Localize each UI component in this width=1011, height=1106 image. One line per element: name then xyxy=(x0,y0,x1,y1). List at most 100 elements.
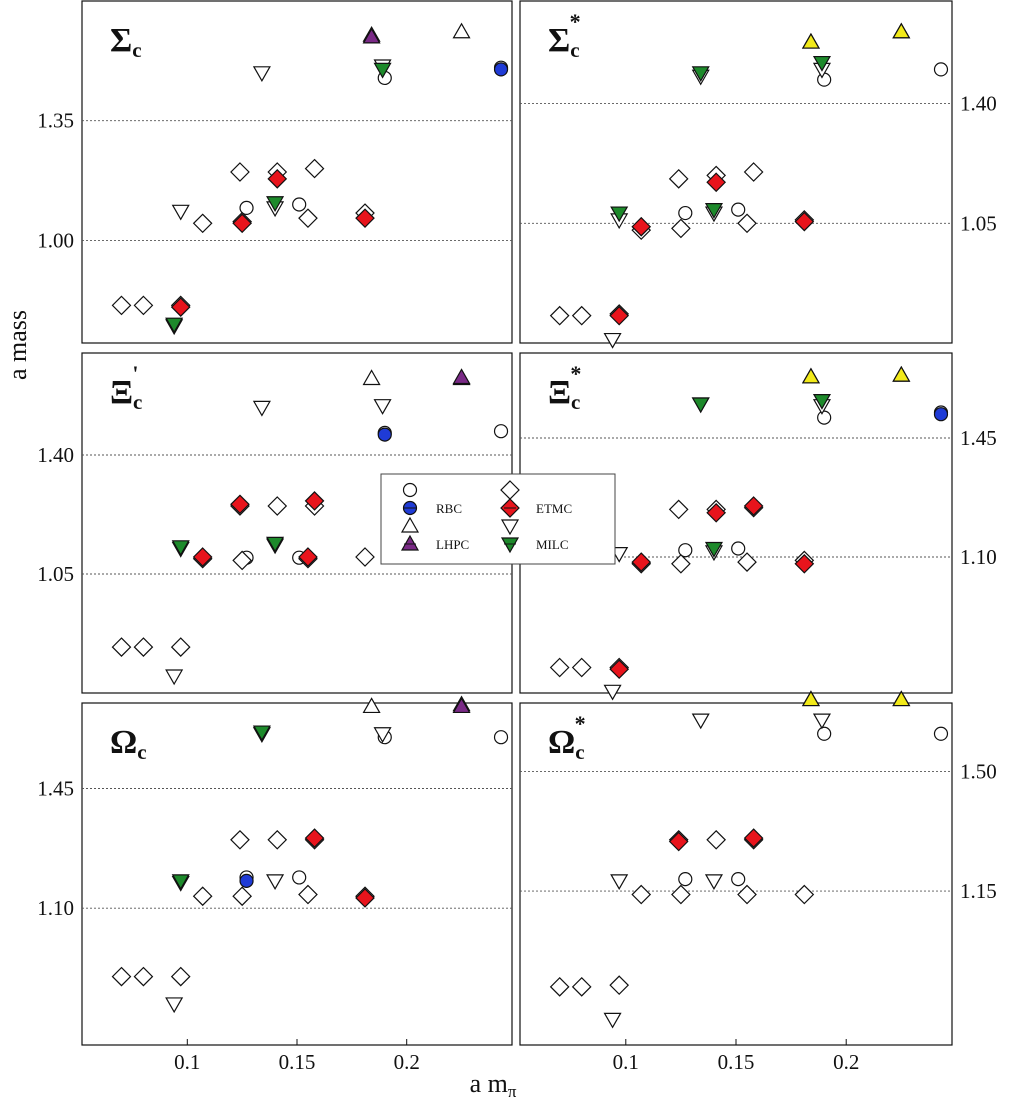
x-tick-label: 0.2 xyxy=(394,1050,420,1074)
point-milc-filled xyxy=(171,874,190,891)
point-lhpc-filled xyxy=(892,690,911,707)
x-tick-label: 0.1 xyxy=(174,1050,200,1074)
legend-label: RBC xyxy=(436,501,462,516)
point-milc xyxy=(165,669,184,686)
point-etmc-filled xyxy=(706,172,727,193)
panel-frame xyxy=(519,0,953,344)
point-rbc xyxy=(239,200,254,216)
series-LHPC xyxy=(362,695,471,714)
point-milc-filled xyxy=(812,55,831,72)
point-rbc xyxy=(933,62,949,77)
point-rbc-filled xyxy=(377,427,392,442)
legend-entry-rbc: RBC xyxy=(402,482,462,516)
point-rbc xyxy=(817,72,832,87)
point-etmc xyxy=(267,496,288,516)
legend-marker-filled xyxy=(400,534,420,551)
point-milc xyxy=(603,332,622,349)
point-etmc-filled xyxy=(631,216,652,237)
point-lhpc-filled xyxy=(801,32,820,49)
point-etmc xyxy=(549,977,570,997)
point-etmc xyxy=(571,977,592,997)
point-milc xyxy=(252,400,271,417)
point-etmc-filled xyxy=(304,828,325,848)
point-milc-filled xyxy=(691,397,710,414)
point-etmc xyxy=(304,158,325,179)
point-etmc xyxy=(232,550,253,571)
legend: RBC ETMC LHPC MILC xyxy=(380,473,616,565)
legend-label: MILC xyxy=(536,537,569,552)
panel-frame xyxy=(81,0,513,344)
x-axis-title: a mπ xyxy=(470,1069,517,1101)
y-axis-title: a mass xyxy=(3,310,32,380)
point-etmc-filled xyxy=(304,491,325,511)
legend-label: ETMC xyxy=(536,501,572,516)
svg-text:a mπ: a mπ xyxy=(470,1069,517,1101)
point-etmc-filled xyxy=(794,553,815,574)
legend-marker-open xyxy=(400,516,420,533)
series-LHPC xyxy=(801,365,911,384)
panel-title: Ωc xyxy=(110,724,147,764)
x-tick-label: 0.1 xyxy=(613,1050,639,1074)
panel-Sigma_c_star: 1.05 1.40 Σc* xyxy=(519,0,997,349)
point-etmc-filled xyxy=(355,888,375,908)
series-RBC xyxy=(678,405,949,558)
panel-Sigma_c: 1.00 1.35 Σc xyxy=(37,0,513,344)
point-etmc xyxy=(170,966,191,987)
legend-label: LHPC xyxy=(436,537,469,552)
series-MILC xyxy=(603,55,831,349)
point-etmc xyxy=(737,884,757,905)
point-milc xyxy=(603,1012,622,1029)
y-tick-label: 1.05 xyxy=(37,562,74,586)
series-ETMC xyxy=(111,491,375,657)
point-rbc xyxy=(493,424,509,439)
point-rbc xyxy=(731,202,746,217)
point-milc xyxy=(812,713,831,730)
point-rbc-filled xyxy=(239,873,254,888)
point-etmc xyxy=(671,553,691,574)
point-etmc xyxy=(298,208,318,229)
point-etmc-filled xyxy=(298,547,318,567)
point-milc-filled xyxy=(610,206,629,223)
series-ETMC xyxy=(111,158,375,317)
legend-entry-lhpc: LHPC xyxy=(400,516,469,552)
point-etmc-filled xyxy=(743,828,764,848)
point-etmc xyxy=(549,305,570,326)
point-rbc xyxy=(678,205,693,221)
y-tick-label: 1.15 xyxy=(960,879,997,903)
point-etmc xyxy=(111,966,132,987)
point-etmc-filled xyxy=(230,494,250,515)
point-rbc xyxy=(678,543,693,558)
series-MILC xyxy=(165,399,392,686)
x-tick-label: 0.2 xyxy=(833,1050,859,1074)
point-etmc-filled xyxy=(706,502,727,523)
point-milc xyxy=(373,399,392,415)
point-etmc-filled xyxy=(609,305,630,326)
point-etmc xyxy=(111,637,132,657)
panel-Xi_c_star: 1.10 1.45 Ξc* xyxy=(519,352,997,701)
point-etmc-filled xyxy=(743,496,764,516)
point-etmc xyxy=(671,884,691,905)
series-RBC xyxy=(678,726,949,887)
legend-entry-etmc: ETMC xyxy=(500,480,572,518)
point-rbc xyxy=(933,726,949,741)
legend-box xyxy=(380,473,616,565)
point-etmc xyxy=(571,305,592,326)
point-etmc xyxy=(668,499,689,520)
point-etmc-filled xyxy=(170,297,191,317)
point-etmc-filled xyxy=(794,211,815,232)
point-milc xyxy=(603,684,622,701)
series-RBC xyxy=(239,60,509,216)
y-tick-label: 1.40 xyxy=(37,443,74,467)
point-etmc xyxy=(706,829,727,850)
point-etmc xyxy=(230,162,250,182)
point-etmc xyxy=(668,168,689,189)
y-tick-label: 1.10 xyxy=(960,545,997,569)
series-RBC xyxy=(239,730,509,888)
point-etmc-filled xyxy=(355,208,375,229)
y-tick-label: 1.05 xyxy=(960,211,997,235)
x-tick-label: 0.15 xyxy=(718,1050,755,1074)
panel-Xi_c_prime: 1.05 1.40 Ξc' xyxy=(37,352,513,694)
point-etmc xyxy=(737,213,757,234)
point-milc-filled xyxy=(266,196,285,212)
point-milc-filled xyxy=(373,62,392,79)
